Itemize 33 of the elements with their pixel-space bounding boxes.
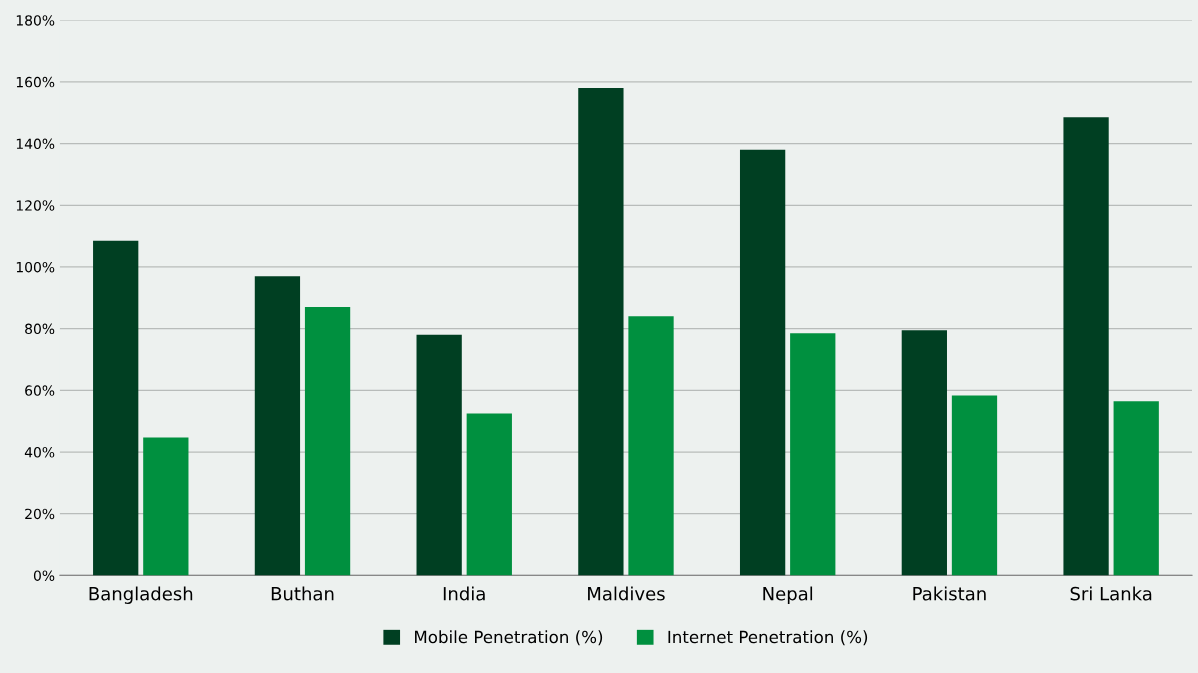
bar [93, 240, 139, 576]
y-tick-label: 180% [16, 15, 55, 26]
x-tick-label: Pakistan [913, 586, 986, 601]
bar [143, 437, 189, 576]
y-tick-label: 20% [25, 508, 55, 520]
legend-label: Internet Penetration (%) [668, 630, 868, 646]
bar [739, 149, 786, 576]
y-tick-label: 80% [25, 323, 55, 335]
x-tick-label: Bangladesh [89, 586, 193, 604]
bar [1063, 117, 1109, 576]
bar [628, 316, 674, 576]
x-tick-label: Sri Lanka [1070, 586, 1152, 601]
bar [790, 333, 836, 576]
bar [1113, 401, 1159, 576]
y-tick-label: 0% [33, 570, 55, 581]
y-tick-label: 60% [25, 385, 55, 396]
x-tick-label: Buthan [271, 586, 334, 601]
bar [416, 334, 462, 576]
bar [901, 330, 947, 576]
bar [254, 276, 301, 576]
y-tick-label: 100% [16, 261, 55, 273]
x-tick-label: Nepal [763, 586, 813, 604]
bar [466, 413, 512, 576]
legend-label: Mobile Penetration (%) [415, 630, 603, 646]
bar [304, 307, 351, 576]
bar [578, 88, 624, 576]
y-tick-label: 40% [24, 447, 55, 458]
x-tick-label: Maldives [588, 586, 665, 601]
y-tick-label: 120% [16, 200, 55, 211]
x-tick-label: India [443, 586, 485, 601]
y-tick-label: 140% [16, 138, 55, 150]
bar [951, 395, 998, 576]
y-tick-label: 160% [16, 76, 55, 88]
